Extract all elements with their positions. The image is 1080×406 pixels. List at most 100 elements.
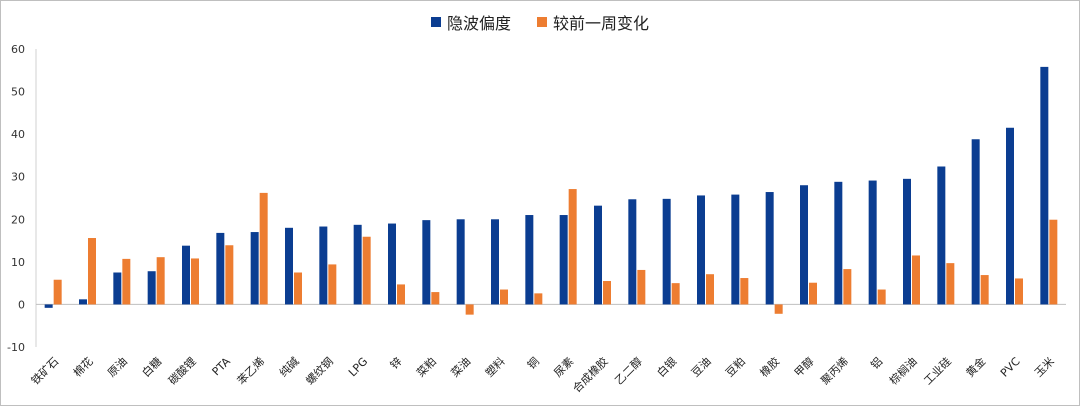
y-tick-label: 30 [11, 171, 25, 184]
legend-item-series-1: 隐波偏度 [430, 10, 511, 34]
bar-series-1 [834, 181, 843, 305]
bar-series-2 [500, 289, 508, 305]
bar-series-1 [182, 245, 190, 305]
x-tick-label: 塑料 [482, 354, 507, 379]
bar-series-2 [774, 304, 783, 314]
x-tick-label: 原油 [104, 354, 129, 379]
bar-series-2 [259, 192, 268, 305]
x-tick-label: 铝 [868, 354, 886, 372]
bar-series-2 [53, 279, 62, 305]
bar-series-1 [868, 180, 877, 305]
bar-series-1 [285, 227, 293, 305]
x-tick-label: 棕榈油 [886, 354, 919, 387]
bar-series-1 [319, 226, 328, 305]
bar-series-2 [671, 283, 680, 305]
bar-series-2 [740, 278, 749, 305]
bar-series-1 [353, 224, 362, 305]
bar-series-2 [637, 269, 646, 305]
x-tick-label: 棉花 [70, 354, 95, 379]
bar-series-1 [937, 166, 946, 305]
bar-series-1 [903, 178, 911, 305]
y-tick-label: 40 [11, 128, 25, 141]
bar-series-1 [388, 223, 396, 305]
bar-series-2 [603, 281, 611, 305]
bar-series-2 [1049, 219, 1058, 305]
bar-series-1 [250, 232, 259, 305]
bar-series-2 [980, 275, 989, 305]
bar-series-2 [328, 264, 337, 305]
x-tick-label: LPG [346, 355, 370, 379]
bar-series-1 [628, 199, 637, 305]
bar-series-2 [843, 269, 852, 305]
bar-series-1 [216, 232, 225, 305]
x-tick-label: 豆油 [688, 354, 713, 379]
bar-series-2 [431, 292, 440, 305]
bar-series-1 [731, 194, 740, 305]
bar-series-1 [1006, 127, 1014, 305]
legend-swatch-series-2 [537, 17, 547, 27]
bar-series-2 [191, 258, 199, 305]
bar-series-1 [594, 205, 602, 305]
bar-series-2 [809, 282, 817, 305]
x-tick-label: 菜油 [448, 354, 473, 379]
x-tick-label: 玉米 [1032, 355, 1057, 380]
bar-series-1 [422, 220, 431, 305]
bar-series-2 [225, 245, 234, 305]
x-tick-label: 合成橡胶 [570, 354, 611, 395]
y-tick-label: 50 [11, 86, 25, 99]
bar-series-1 [79, 299, 87, 305]
x-tick-label: 锌 [387, 354, 405, 372]
bar-series-2 [877, 289, 886, 305]
y-tick-label: -10 [7, 341, 25, 354]
bar-series-1 [800, 185, 808, 305]
bar-series-2 [912, 255, 920, 305]
bar-series-1 [765, 192, 774, 305]
bar-series-1 [1040, 66, 1049, 305]
bar-series-1 [662, 198, 671, 305]
x-tick-label: 聚丙烯 [818, 355, 851, 388]
x-tick-label: 螺纹钢 [303, 354, 336, 387]
x-tick-label: 黄金 [963, 354, 988, 379]
legend-label-series-1: 隐波偏度 [446, 14, 511, 33]
x-tick-label: 甲醇 [791, 354, 816, 379]
bar-series-2 [534, 293, 543, 305]
bar-series-2 [88, 238, 96, 305]
legend-swatch-series-1 [430, 17, 441, 27]
x-tick-label: 碳酸锂 [165, 354, 198, 387]
bar-series-2 [1015, 278, 1023, 305]
bar-series-2 [397, 284, 405, 305]
x-tick-label: 橡胶 [757, 354, 782, 379]
x-tick-label: PVC [998, 355, 1023, 380]
x-tick-label: PTA [210, 355, 234, 379]
x-tick-label: 豆粕 [722, 354, 747, 379]
y-tick-label: 0 [18, 298, 25, 311]
x-tick-label: 白糖 [139, 354, 164, 379]
legend-label-series-2: 较前一周变化 [553, 14, 650, 33]
bar-series-1 [525, 215, 534, 305]
y-tick-label: 10 [11, 256, 25, 269]
x-tick-label: 菜粕 [413, 354, 438, 379]
x-tick-label: 乙二醇 [612, 354, 645, 387]
bar-series-1 [491, 219, 499, 305]
x-tick-label: 铁矿石 [29, 355, 62, 388]
legend-item-series-2: 较前一周变化 [537, 10, 649, 34]
bar-series-2 [362, 236, 371, 305]
bar-series-1 [147, 271, 156, 305]
bar-series-1 [971, 139, 980, 305]
x-tick-label: 尿素 [552, 355, 577, 380]
bar-series-1 [559, 215, 568, 305]
bar-series-2 [465, 304, 474, 315]
bar-series-2 [568, 189, 577, 305]
bar-series-1 [697, 195, 705, 305]
bar-series-2 [156, 257, 165, 305]
bar-series-2 [706, 274, 714, 305]
x-tick-label: 白银 [654, 354, 679, 379]
bar-series-2 [294, 272, 302, 305]
chart-legend: 隐波偏度 较前一周变化 [0, 10, 1080, 34]
bar-series-2 [122, 258, 131, 305]
y-tick-label: 20 [11, 213, 25, 226]
x-tick-label: 纯碱 [277, 355, 302, 380]
bar-series-1 [44, 304, 53, 308]
bar-series-1 [456, 219, 465, 305]
